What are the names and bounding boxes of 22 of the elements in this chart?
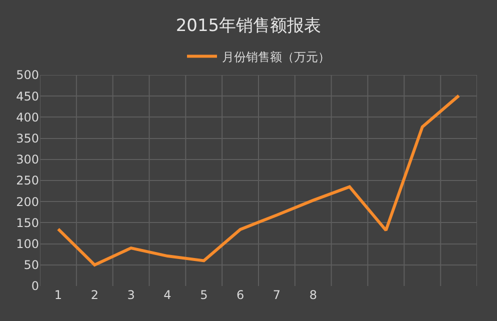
y-tick-label: 450 — [16, 89, 39, 104]
y-tick-label: 350 — [16, 132, 39, 146]
x-tick-label: 7 — [272, 288, 281, 302]
chart-title: 2015年销售额报表 — [176, 16, 322, 36]
y-tick-label: 100 — [16, 237, 39, 251]
legend-label: 月份销售额（万元） — [222, 50, 330, 64]
x-tick-label: 8 — [309, 288, 317, 302]
x-tick-label: 2 — [90, 288, 98, 302]
x-tick-label: 5 — [200, 288, 208, 302]
y-tick-label: 200 — [16, 194, 39, 209]
y-tick-label: 400 — [16, 110, 39, 124]
y-tick-label: 0 — [31, 279, 39, 294]
y-tick-label: 250 — [16, 174, 39, 188]
y-tick-label: 500 — [16, 68, 39, 82]
x-tick-label: 3 — [127, 288, 135, 302]
x-tick-label: 1 — [54, 288, 62, 302]
y-tick-label: 50 — [24, 258, 39, 272]
line-series — [56, 94, 460, 266]
x-tick-label: 6 — [236, 288, 244, 302]
y-tick-label: 300 — [16, 152, 39, 167]
y-tick-label: 150 — [16, 216, 39, 230]
x-tick-label: 4 — [164, 288, 172, 302]
